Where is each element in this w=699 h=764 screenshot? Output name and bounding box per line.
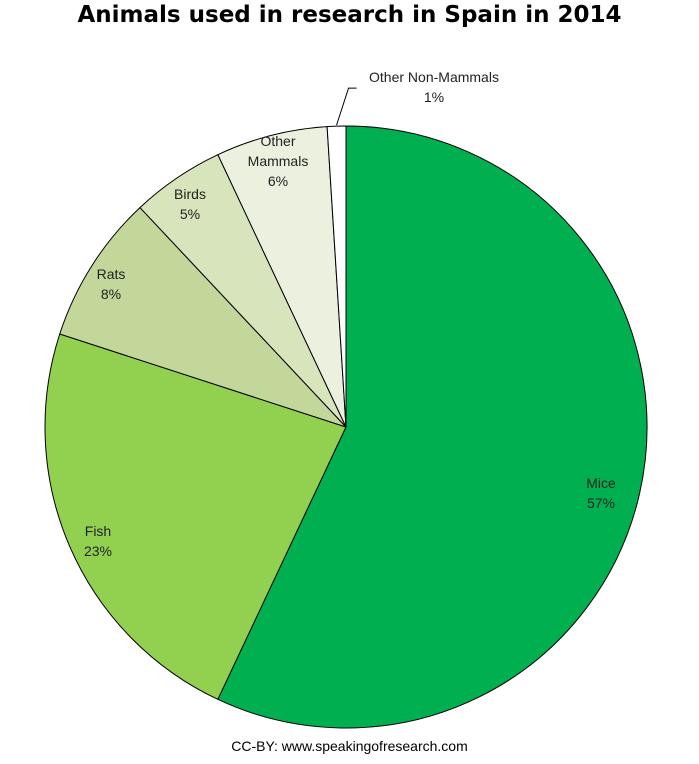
slice-label-other-mammals: Other Mammals 6%	[248, 133, 309, 189]
chart-title: Animals used in research in Spain in 201…	[77, 2, 622, 28]
slice-label-birds: Birds 5%	[174, 186, 206, 222]
pie-slice-fish	[44, 333, 347, 701]
leader-line-other-non-mammals	[336, 87, 357, 126]
pie-slice-mice	[217, 125, 648, 729]
pie-slice-other-non-mammals	[326, 125, 347, 428]
slice-label-rats: Rats 8%	[97, 266, 126, 302]
slice-labels: Mice 57% Fish 23% Rats 8% Birds 5% Other Mammals 6…	[84, 69, 616, 559]
leader-lines	[336, 87, 357, 126]
slice-label-mice: Mice 57%	[586, 475, 616, 511]
credit-text: CC-BY: www.speakingofresearch.com	[231, 738, 468, 754]
slice-label-other-non-mammals: Other Non-Mammals 1%	[369, 69, 499, 105]
pie-slice-rats	[59, 206, 347, 428]
slice-label-fish: Fish 23%	[84, 523, 112, 559]
pie-slices	[44, 125, 648, 729]
